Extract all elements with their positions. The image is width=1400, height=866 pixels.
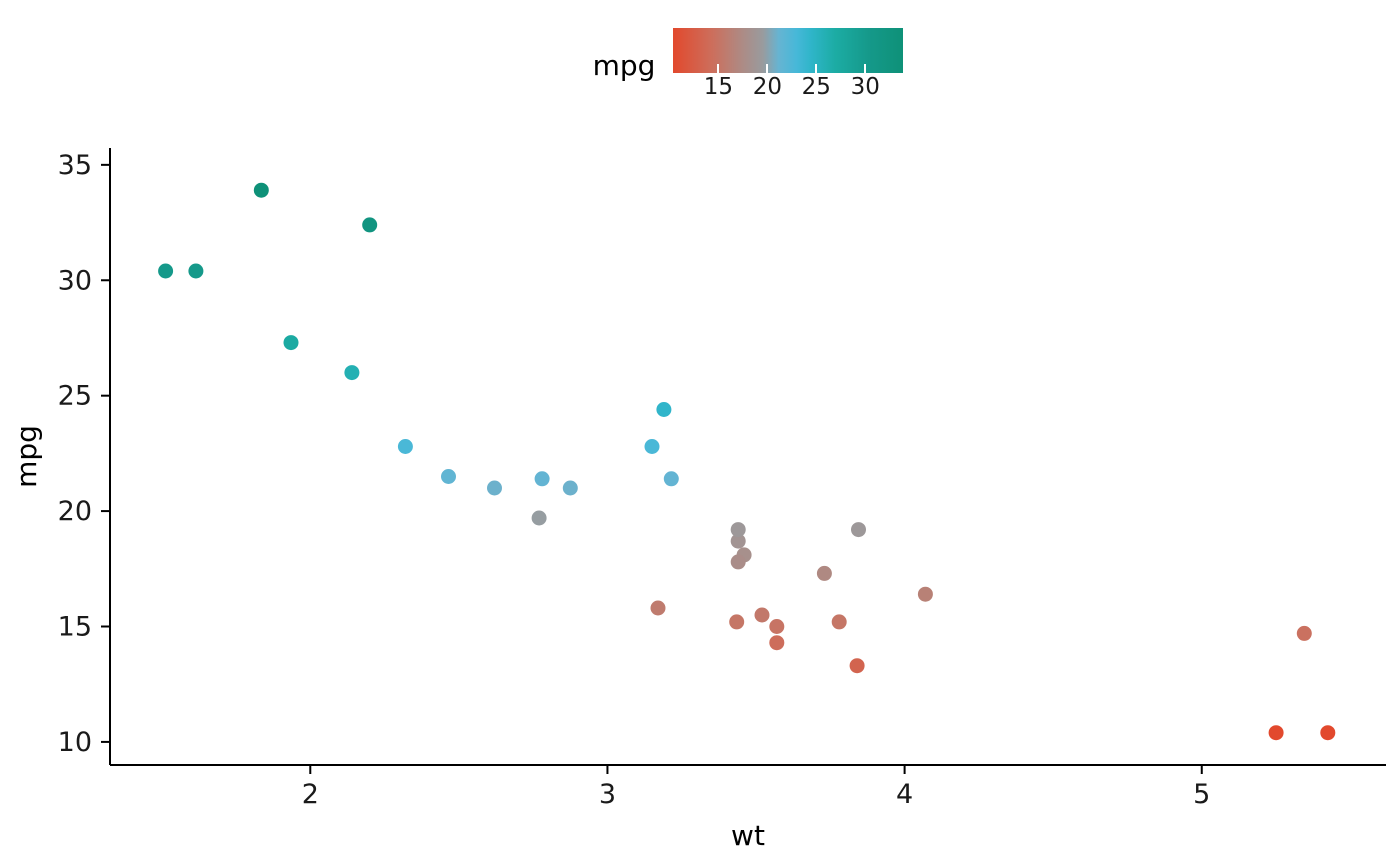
scatter-point — [283, 335, 299, 351]
scatter-point — [663, 471, 679, 487]
y-tick-label: 30 — [58, 265, 92, 296]
scatter-point — [917, 586, 933, 602]
x-tick-label: 4 — [896, 779, 913, 810]
scatter-point — [344, 365, 360, 381]
scatter-point — [730, 554, 746, 570]
scatter-point — [1320, 725, 1336, 741]
scatter-point — [650, 600, 666, 616]
scatter-point — [730, 522, 746, 538]
y-tick-label: 35 — [58, 150, 92, 181]
scatter-point — [769, 635, 785, 651]
x-tick-label: 3 — [599, 779, 616, 810]
scatter-point — [849, 658, 865, 674]
scatter-point — [729, 614, 745, 630]
scatter-point — [534, 471, 550, 487]
x-tick-label: 2 — [302, 779, 319, 810]
scatter-point — [851, 522, 866, 538]
y-tick-label: 20 — [58, 496, 92, 527]
scatter-point — [362, 217, 378, 233]
scatter-point — [487, 480, 502, 496]
y-tick-label: 10 — [58, 727, 92, 758]
scatter-point — [441, 469, 456, 484]
scatter-point — [754, 607, 770, 623]
y-tick-label: 15 — [58, 612, 92, 643]
scatter-point — [531, 510, 547, 526]
scatter-point — [644, 439, 660, 454]
scatter-point — [397, 439, 413, 454]
scatter-point — [831, 614, 847, 630]
scatter-point — [562, 480, 578, 496]
scatter-point — [730, 533, 746, 549]
scatter-point — [1268, 725, 1284, 741]
y-axis-title: mpg — [10, 425, 43, 488]
x-tick-label: 5 — [1193, 779, 1210, 810]
scatter-point — [158, 263, 174, 279]
scatter-point — [769, 619, 785, 634]
scatter-point — [253, 182, 269, 198]
x-axis-title: wt — [731, 819, 765, 852]
scatter-point — [188, 263, 204, 279]
scatter-point — [656, 402, 672, 417]
y-tick-label: 25 — [58, 381, 92, 412]
scatter-point — [816, 565, 832, 581]
scatter-point — [1296, 625, 1312, 641]
